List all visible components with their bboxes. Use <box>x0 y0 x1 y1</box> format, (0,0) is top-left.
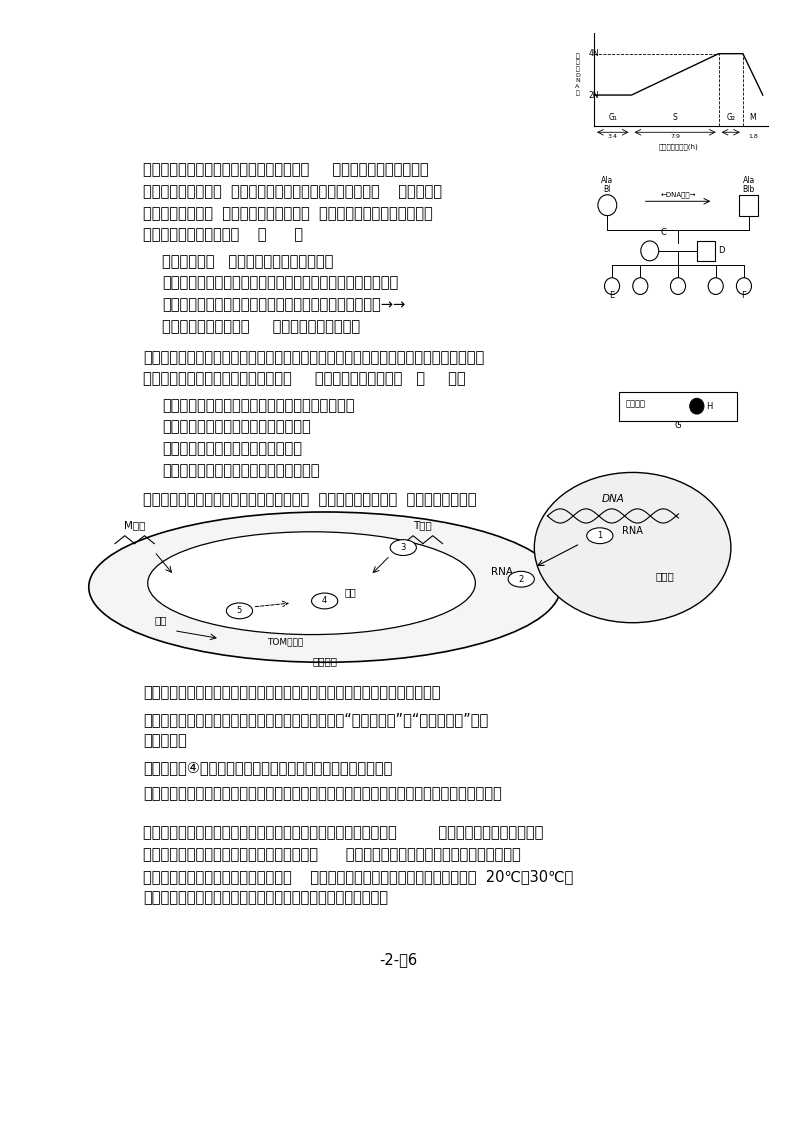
Text: ．个体和个体的性别可以相同也可以不同: ．个体和个体的性别可以相同也可以不同 <box>162 463 319 478</box>
Text: 线粒体膜: 线粒体膜 <box>312 656 337 666</box>
Text: 致的石菼分别培养在两种无机碳浓度下    （正常海水）、（高无机碳海水），然后在  20℃、30℃条: 致的石菼分别培养在两种无机碳浓度下 （正常海水）、（高无机碳海水），然后在 20… <box>143 869 574 884</box>
Text: 细
胞
内
D
N
A
量: 细 胞 内 D N A 量 <box>575 53 580 95</box>
Text: ，（分）下图表示线粒体蛋白的转运过程，  与细胞核密切相关。  请据图回答问题：: ，（分）下图表示线粒体蛋白的转运过程， 与细胞核密切相关。 请据图回答问题： <box>143 492 477 506</box>
Text: M蛋白: M蛋白 <box>124 520 146 530</box>
Text: D: D <box>718 246 725 255</box>
Text: BI: BI <box>604 185 611 194</box>
Text: 白化色盲: 白化色盲 <box>626 399 646 408</box>
Text: 4: 4 <box>322 596 327 605</box>
Text: 件下分别测定其在这两种环境中的光合速率，结果如下图所示。: 件下分别测定其在这两种环境中的光合速率，结果如下图所示。 <box>143 891 389 905</box>
Text: AIa: AIa <box>602 176 614 185</box>
Text: 转运: 转运 <box>154 615 167 624</box>
Text: -2-／6: -2-／6 <box>379 952 417 966</box>
Circle shape <box>598 195 617 215</box>
Circle shape <box>605 278 619 295</box>
Text: 1.8: 1.8 <box>748 135 758 139</box>
Text: M: M <box>750 113 756 122</box>
Text: 学家探究了在不同温度条件下，提高无机碳（      ）浓度对石菼光合作用的影响。将生长状态一: 学家探究了在不同温度条件下，提高无机碳（ ）浓度对石菼光合作用的影响。将生长状态… <box>143 847 521 862</box>
Text: ．预计加入过量胸苷约     后，细胞都将停留在期: ．预计加入过量胸苷约 后，细胞都将停留在期 <box>162 320 360 334</box>
Text: DNA: DNA <box>602 494 624 504</box>
Circle shape <box>586 528 613 544</box>
Text: 7.9: 7.9 <box>670 135 680 139</box>
Text: （）图中蛋白可进入线粒体中，最终结合到上，这说明蛋白可能与有氧呼吸第阶段密切相关。: （）图中蛋白可进入线粒体中，最终结合到上，这说明蛋白可能与有氧呼吸第阶段密切相关… <box>143 786 502 801</box>
Circle shape <box>508 571 534 587</box>
Bar <box>619 392 737 420</box>
Text: 因控制（图中与本题无关的染色体省略     ），以下说法正确的是   （     ）。: 因控制（图中与本题无关的染色体省略 ），以下说法正确的是 （ ）。 <box>143 372 466 386</box>
Text: 细胞周期及时长(h): 细胞周期及时长(h) <box>658 144 698 151</box>
Text: TOM复合体: TOM复合体 <box>267 638 303 647</box>
Circle shape <box>633 278 648 295</box>
Circle shape <box>311 593 338 608</box>
Text: ．如图所示是一对近亲结婚的青年夠妇的遗传分析图，其中白化病由基因控制，色盲由基: ．如图所示是一对近亲结婚的青年夠妇的遗传分析图，其中白化病由基因控制，色盲由基 <box>143 350 485 365</box>
Ellipse shape <box>89 512 561 663</box>
Text: 若加入过量胸苷，  期的细胞立刻被抑制，  而其他时期的细胞不受影响。: 若加入过量胸苷， 期的细胞立刻被抑制， 而其他时期的细胞不受影响。 <box>143 206 433 221</box>
Text: E: E <box>610 291 614 300</box>
Text: 组合: 组合 <box>345 587 357 597</box>
Text: 观察即可。: 观察即可。 <box>143 733 187 749</box>
Circle shape <box>708 278 723 295</box>
Text: ．处于该细胞周期的一个细胞中染色体数目的变化情况是→→: ．处于该细胞周期的一个细胞中染色体数目的变化情况是→→ <box>162 297 406 313</box>
Text: ．从理论上分析，图中为男性的概率是: ．从理论上分析，图中为男性的概率是 <box>162 419 310 434</box>
Text: 细胞核: 细胞核 <box>656 571 674 581</box>
Ellipse shape <box>148 531 475 634</box>
Circle shape <box>737 278 751 295</box>
Text: 1: 1 <box>598 531 602 540</box>
Text: ．被标记的期细胞从开始出现到其所占期细胞比例最大，用时: ．被标记的期细胞从开始出现到其所占期细胞比例最大，用时 <box>162 275 398 290</box>
Ellipse shape <box>534 472 731 623</box>
Text: 的细胞都会被标记，  再换无放射性培养液培养并定期检测，    结果如图。: 的细胞都会被标记， 再换无放射性培养液培养并定期检测， 结果如图。 <box>143 184 442 199</box>
Text: G₁: G₁ <box>608 113 618 122</box>
Text: ．预计最快约   后会检测到被标记的期细胞: ．预计最快约 后会检测到被标记的期细胞 <box>162 254 334 269</box>
Text: （）图中所示各种膜结构上的共同点是，在结构上不同于其他生物膜的是膜。: （）图中所示各种膜结构上的共同点是，在结构上不同于其他生物膜的是膜。 <box>143 685 441 700</box>
Text: ．该对夫妇所生子女中，患病概率为: ．该对夫妇所生子女中，患病概率为 <box>162 441 302 457</box>
Circle shape <box>690 399 704 414</box>
Circle shape <box>390 539 416 555</box>
Text: 3: 3 <box>401 543 406 552</box>
Circle shape <box>226 603 253 619</box>
Text: BIb: BIb <box>742 185 754 194</box>
Text: 2: 2 <box>518 574 524 583</box>
Text: 下列相关叙述不正确的是    （      ）: 下列相关叙述不正确的是 （ ） <box>143 228 303 242</box>
Text: 2N: 2N <box>589 91 599 100</box>
Circle shape <box>670 278 686 295</box>
Text: （）与图中④过程有关的细胞器是，此过程进行的生理活动是。: （）与图中④过程有关的细胞器是，此过程进行的生理活动是。 <box>143 760 393 775</box>
Text: C: C <box>660 228 666 237</box>
Text: 4N: 4N <box>589 49 599 58</box>
Text: （）观察线粒体时可用染液进行染色，然后放在（填“光学显微镜”或“电子显微镜”）下: （）观察线粒体时可用染液进行染色，然后放在（填“光学显微镜”或“电子显微镜”）下 <box>143 712 489 726</box>
Text: ．图中细胞和细胞的数目都是个，含有个染色体组: ．图中细胞和细胞的数目都是个，含有个染色体组 <box>162 398 354 412</box>
Bar <box>698 241 715 261</box>
Circle shape <box>641 241 658 261</box>
Text: RNA: RNA <box>490 568 513 578</box>
Text: 3.4: 3.4 <box>608 135 618 139</box>
Text: RNA: RNA <box>622 526 643 536</box>
Text: G₂: G₂ <box>726 113 735 122</box>
Text: 5: 5 <box>237 606 242 615</box>
Text: ←DNA复制→: ←DNA复制→ <box>660 191 696 197</box>
Text: H: H <box>706 402 713 410</box>
Text: S: S <box>673 113 678 122</box>
Text: F: F <box>742 291 746 300</box>
Text: AIa: AIa <box>742 176 754 185</box>
Text: ．用带放射性标记的胸苷培养某动物体细胞     （染色体数为），处于期: ．用带放射性标记的胸苷培养某动物体细胞 （染色体数为），处于期 <box>143 162 429 177</box>
Text: G: G <box>674 421 682 431</box>
Text: ．（分）石菼是一种大型海藻，能将合成的酶分泌到细胞外，催化         形成，然后被细胞吸收。科: ．（分）石菼是一种大型海藻，能将合成的酶分泌到细胞外，催化 形成，然后被细胞吸收… <box>143 825 544 841</box>
Bar <box>739 195 758 215</box>
Text: T蛋白: T蛋白 <box>414 520 432 530</box>
